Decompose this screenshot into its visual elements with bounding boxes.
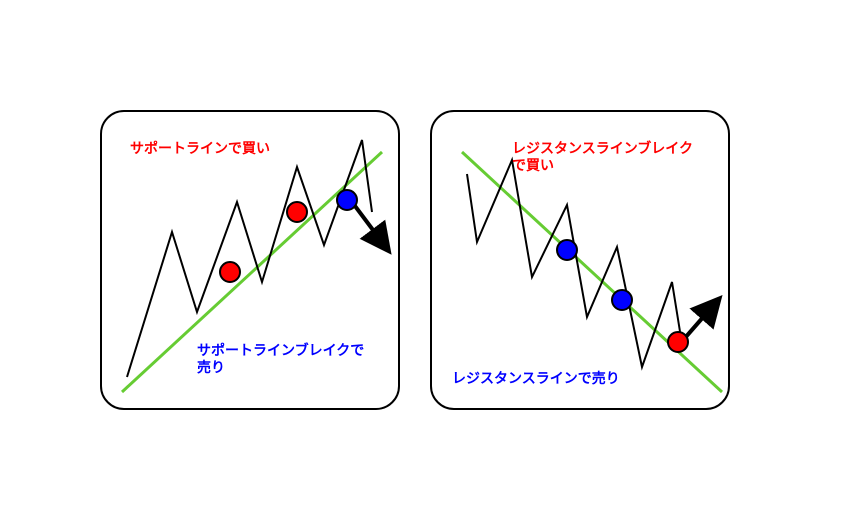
breakdown-arrow bbox=[352, 202, 382, 242]
signal-dots bbox=[220, 190, 357, 282]
signal-dot bbox=[287, 202, 307, 222]
signal-dot bbox=[668, 332, 688, 352]
buy-at-support-label: サポートラインで買い bbox=[130, 140, 270, 157]
buy-on-break-label: レジスタンスラインブレイク で買い bbox=[512, 140, 693, 174]
support-panel: サポートラインで買い サポートラインブレイクで 売り bbox=[100, 110, 400, 410]
price-zigzag bbox=[467, 160, 682, 367]
resistance-panel: レジスタンスラインブレイク で買い レジスタンスラインで売り bbox=[430, 110, 730, 410]
sell-at-resistance-label: レジスタンスラインで売り bbox=[452, 370, 620, 387]
signal-dot bbox=[220, 262, 240, 282]
sell-on-break-label: サポートラインブレイクで 売り bbox=[197, 342, 364, 376]
signal-dot bbox=[557, 240, 577, 260]
signal-dot bbox=[612, 290, 632, 310]
signal-dot bbox=[337, 190, 357, 210]
